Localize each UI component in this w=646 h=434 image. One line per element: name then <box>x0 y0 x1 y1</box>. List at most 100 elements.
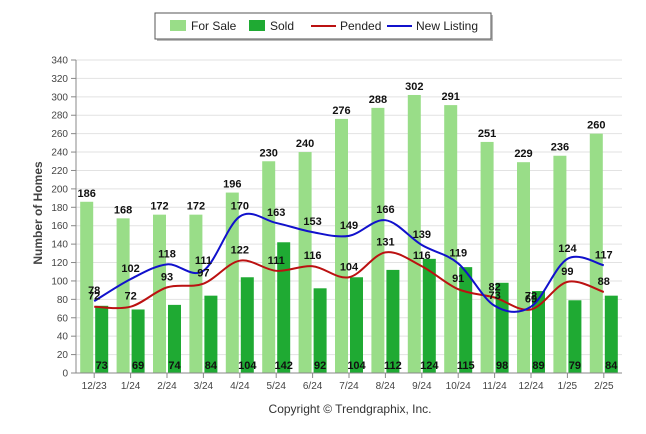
y-tick-label: 320 <box>51 74 68 85</box>
data-label-pended: 93 <box>161 271 173 283</box>
y-tick-label: 240 <box>51 148 68 159</box>
x-tick-label: 9/24 <box>412 381 432 392</box>
data-label-sold: 79 <box>569 360 581 372</box>
x-tick-label: 8/24 <box>376 381 396 392</box>
data-label-new-listing: 117 <box>595 249 613 261</box>
data-label-new-listing: 78 <box>88 285 100 297</box>
data-label-new-listing: 153 <box>303 216 321 228</box>
data-label-new-listing: 119 <box>449 247 467 259</box>
legend-swatch-sold <box>249 20 265 31</box>
data-label-for-sale: 291 <box>442 91 460 103</box>
bar-for-sale <box>189 214 203 373</box>
data-label-pended: 116 <box>413 250 431 262</box>
x-tick-label: 2/24 <box>157 381 177 392</box>
data-label-pended: 72 <box>124 291 136 303</box>
data-label-new-listing: 163 <box>267 207 285 219</box>
y-tick-label: 120 <box>51 258 68 269</box>
data-label-sold: 142 <box>275 360 293 372</box>
data-label-sold: 115 <box>457 360 475 372</box>
x-tick-label: 11/24 <box>482 381 507 392</box>
bar-for-sale <box>517 162 530 373</box>
bar-sold <box>131 309 145 373</box>
data-label-new-listing: 111 <box>195 255 212 267</box>
data-label-sold: 69 <box>132 360 144 372</box>
data-label-pended: 131 <box>376 236 394 248</box>
data-label-new-listing: 139 <box>413 229 431 241</box>
data-label-sold: 124 <box>420 360 439 372</box>
data-label-for-sale: 186 <box>78 188 96 200</box>
data-label-new-listing: 102 <box>121 263 139 275</box>
y-tick-label: 300 <box>51 92 68 103</box>
bar-sold <box>386 269 400 373</box>
x-tick-label: 4/24 <box>230 381 250 392</box>
bar-for-sale <box>407 94 421 373</box>
data-label-sold: 98 <box>496 360 508 372</box>
data-label-new-listing: 170 <box>231 201 249 213</box>
bar-sold <box>422 258 436 373</box>
bar-sold <box>350 277 363 373</box>
bar-for-sale <box>80 201 94 373</box>
data-label-for-sale: 236 <box>551 142 569 154</box>
bar-for-sale <box>444 105 458 373</box>
data-label-for-sale: 172 <box>187 201 205 213</box>
x-tick-label: 7/24 <box>339 381 359 392</box>
bar-sold <box>495 282 509 373</box>
data-label-pended: 104 <box>340 261 359 273</box>
data-label-sold: 112 <box>384 360 402 372</box>
data-label-pended: 111 <box>268 255 285 267</box>
bar-sold <box>204 295 218 373</box>
y-tick-label: 40 <box>57 332 69 343</box>
data-label-sold: 73 <box>96 360 108 372</box>
data-label-new-listing: 149 <box>340 220 358 232</box>
x-tick-label: 12/23 <box>82 381 107 392</box>
y-tick-label: 80 <box>57 295 69 306</box>
data-label-for-sale: 260 <box>587 120 605 132</box>
bar-for-sale <box>153 214 166 373</box>
data-label-for-sale: 230 <box>260 147 278 159</box>
data-label-new-listing: 166 <box>376 204 394 216</box>
data-label-for-sale: 302 <box>405 81 423 93</box>
bar-for-sale <box>371 107 385 373</box>
data-label-for-sale: 229 <box>514 148 532 160</box>
data-label-sold: 104 <box>238 360 257 372</box>
bar-for-sale <box>589 133 603 373</box>
data-label-sold: 84 <box>205 360 218 372</box>
bar-for-sale <box>553 155 567 373</box>
data-label-for-sale: 240 <box>296 138 314 150</box>
bar-for-sale <box>116 218 130 373</box>
data-label-for-sale: 196 <box>223 179 241 191</box>
y-tick-label: 160 <box>51 221 68 232</box>
x-tick-label: 3/24 <box>194 381 214 392</box>
legend-label-for-sale: For Sale <box>191 19 237 33</box>
line-pended <box>94 251 605 311</box>
x-tick-label: 5/24 <box>266 381 286 392</box>
data-label-pended: 116 <box>304 250 322 262</box>
bar-sold <box>459 267 473 373</box>
x-tick-label: 1/25 <box>558 381 578 392</box>
data-label-pended: 99 <box>561 266 573 278</box>
data-label-for-sale: 288 <box>369 94 387 106</box>
bar-for-sale <box>335 118 348 373</box>
legend-label-sold: Sold <box>270 19 294 33</box>
data-label-for-sale: 172 <box>150 201 168 213</box>
x-tick-label: 1/24 <box>121 381 141 392</box>
bar-sold <box>568 300 582 373</box>
copyright-text: Copyright © Trendgraphix, Inc. <box>269 402 432 416</box>
y-tick-label: 0 <box>62 369 68 380</box>
y-tick-label: 260 <box>51 129 68 140</box>
bar-for-sale <box>225 192 239 373</box>
y-tick-label: 220 <box>51 166 68 177</box>
data-labels: 186 168 172 172 196 230 240 276 288 302 291 251 229 2… <box>78 81 619 372</box>
bar-for-sale <box>262 161 276 373</box>
data-label-sold: 74 <box>168 360 181 372</box>
series-lines <box>93 212 605 313</box>
x-tick-label: 12/24 <box>518 381 543 392</box>
bar-sold <box>532 291 545 373</box>
y-tick-label: 140 <box>51 240 68 251</box>
y-tick-label: 280 <box>51 111 68 122</box>
data-label-pended: 88 <box>598 276 610 288</box>
data-label-for-sale: 251 <box>478 128 496 140</box>
data-label-pended: 72 <box>88 291 100 303</box>
legend-label-pended: Pended <box>340 19 381 33</box>
